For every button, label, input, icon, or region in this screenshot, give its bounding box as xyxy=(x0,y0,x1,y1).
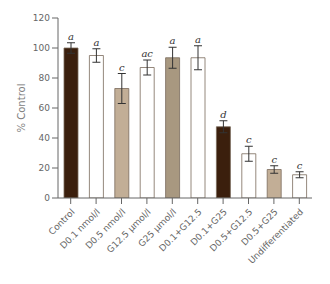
svg-text:G25 μmol/l: G25 μmol/l xyxy=(136,206,179,249)
svg-text:D0.5+G12.5: D0.5+G12.5 xyxy=(208,207,255,254)
svg-text:G12.5 μmol/l: G12.5 μmol/l xyxy=(105,207,153,255)
svg-text:0: 0 xyxy=(44,193,50,203)
svg-text:c: c xyxy=(297,160,303,171)
svg-text:D0.5 nmol/l: D0.5 nmol/l xyxy=(83,206,128,251)
svg-text:a: a xyxy=(68,31,74,42)
svg-text:Undifferentiated: Undifferentiated xyxy=(246,207,305,266)
svg-text:a: a xyxy=(195,34,201,45)
svg-text:a: a xyxy=(93,37,99,48)
svg-text:c: c xyxy=(271,154,277,165)
svg-text:120: 120 xyxy=(33,13,50,23)
svg-text:D0.1 nmol/l: D0.1 nmol/l xyxy=(58,206,102,251)
svg-text:100: 100 xyxy=(33,43,50,53)
svg-text:c: c xyxy=(119,62,125,73)
svg-text:Control: Control xyxy=(46,206,77,237)
svg-text:a: a xyxy=(170,35,176,46)
svg-text:20: 20 xyxy=(39,163,51,173)
svg-text:d: d xyxy=(220,109,226,120)
svg-text:D0.5+G25: D0.5+G25 xyxy=(239,206,280,248)
svg-text:% Control: % Control xyxy=(16,84,27,133)
svg-text:60: 60 xyxy=(39,103,51,113)
svg-text:D0.1+G25: D0.1+G25 xyxy=(188,206,229,248)
svg-text:ac: ac xyxy=(141,48,153,59)
svg-text:40: 40 xyxy=(39,133,51,143)
svg-text:c: c xyxy=(246,134,252,145)
svg-text:D0.1+G12.5: D0.1+G12.5 xyxy=(157,207,204,254)
svg-text:80: 80 xyxy=(39,73,51,83)
